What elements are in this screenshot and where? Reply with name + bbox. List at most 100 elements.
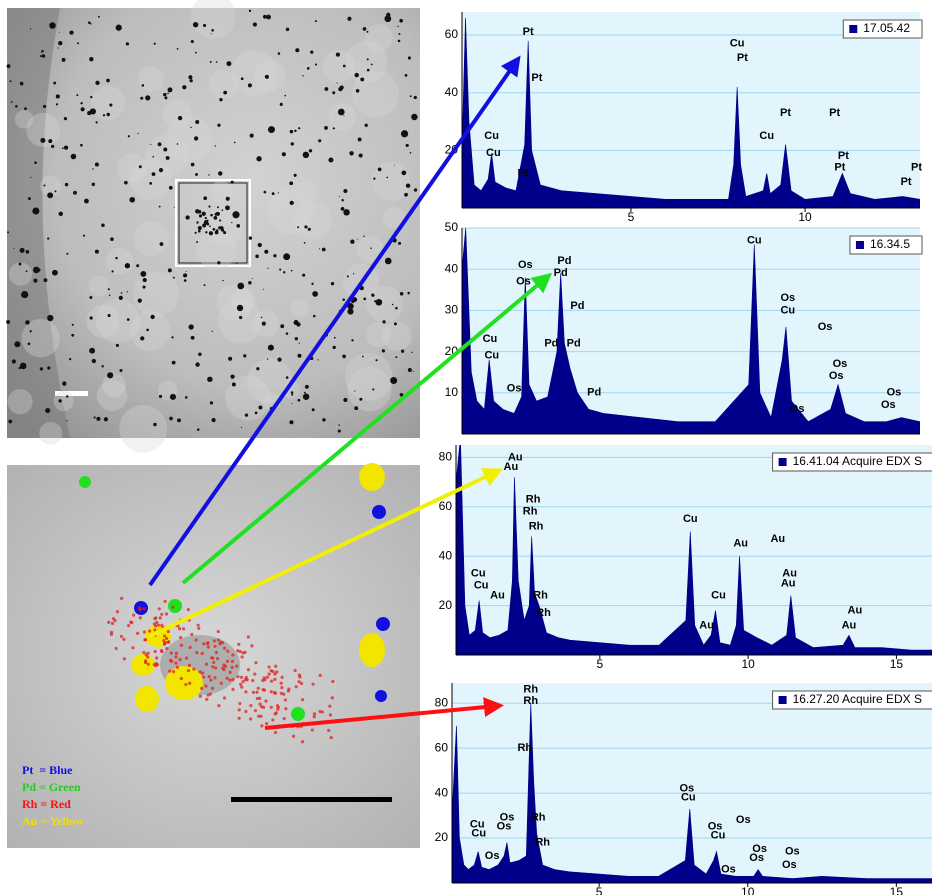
legend-label: 16.27.20 Acquire EDX S <box>793 692 922 706</box>
x-tick-label: 15 <box>890 657 904 671</box>
rh-signal <box>131 646 134 649</box>
particle <box>280 103 283 106</box>
particle <box>159 395 162 398</box>
particle <box>248 83 252 87</box>
particle <box>43 185 45 187</box>
particle <box>44 278 48 282</box>
rh-signal <box>226 660 229 663</box>
particle <box>250 134 254 138</box>
x-tick-label: 15 <box>890 885 904 895</box>
rh-signal <box>160 613 163 616</box>
particle <box>41 50 43 52</box>
peak-label: Os <box>881 399 896 411</box>
rh-signal <box>313 715 316 718</box>
particle <box>153 423 157 427</box>
particle <box>138 133 139 134</box>
particle <box>310 51 313 54</box>
particle <box>302 75 303 76</box>
texture-blob <box>231 50 276 95</box>
particle <box>397 26 398 27</box>
legend-label: 17.05.42 <box>863 21 910 35</box>
particle <box>42 54 46 58</box>
particle <box>109 103 112 106</box>
particle <box>92 183 95 186</box>
particle <box>185 215 189 219</box>
rh-signal <box>179 636 182 639</box>
particle <box>408 56 411 59</box>
particle <box>72 324 74 326</box>
rh-signal <box>270 669 273 672</box>
particle <box>53 82 56 85</box>
rh-signal <box>145 653 148 656</box>
peak-label: Rh <box>517 742 532 754</box>
rh-signal <box>217 638 220 641</box>
particle <box>401 350 404 353</box>
peak-label: Pt <box>531 72 542 84</box>
rh-signal <box>129 621 132 624</box>
particle <box>90 23 92 25</box>
rh-signal <box>159 616 162 619</box>
peak-label: Au <box>781 577 796 589</box>
particle <box>231 222 232 223</box>
particle <box>236 262 238 264</box>
rh-signal <box>198 670 201 673</box>
rh-signal <box>280 692 283 695</box>
rh-signal <box>213 639 216 642</box>
particle <box>20 82 24 86</box>
particle <box>62 58 66 62</box>
rh-signal <box>188 664 191 667</box>
peak-label: Pt <box>829 107 840 119</box>
rh-signal <box>185 656 188 659</box>
particle <box>398 40 401 43</box>
x-tick-label: 5 <box>596 885 603 895</box>
particle <box>350 240 354 244</box>
particle <box>261 317 263 319</box>
particle <box>96 417 100 421</box>
rh-signal <box>136 632 139 635</box>
particle <box>64 117 67 120</box>
legend: 17.05.42 <box>843 20 922 38</box>
figure: Pt = Blue Pd = Green Rh = Red Au = Yello… <box>0 0 932 895</box>
particle <box>398 242 401 245</box>
particle <box>298 399 301 402</box>
particle <box>219 98 222 101</box>
particle <box>278 52 281 55</box>
texture-blob <box>134 220 170 256</box>
particle <box>313 315 316 318</box>
particle <box>360 77 364 81</box>
particle <box>12 359 16 363</box>
particle <box>237 283 244 290</box>
particle <box>211 33 212 34</box>
rh-signal <box>165 647 168 650</box>
particle <box>191 163 195 167</box>
particle <box>319 248 320 249</box>
particle <box>182 85 186 89</box>
rh-signal <box>163 634 166 637</box>
rh-signal <box>204 684 207 687</box>
y-tick-label: 40 <box>439 548 453 562</box>
particle <box>252 278 253 279</box>
particle <box>40 55 42 57</box>
particle <box>376 299 383 306</box>
particle <box>32 208 39 215</box>
rh-signal <box>280 686 283 689</box>
particle <box>158 142 162 146</box>
particle <box>64 145 68 149</box>
rh-signal <box>200 687 203 690</box>
particle <box>231 181 234 184</box>
rh-signal <box>238 717 241 720</box>
particle <box>185 396 188 399</box>
particle <box>195 173 198 176</box>
particle <box>197 428 200 431</box>
rh-signal <box>223 696 226 699</box>
rh-signal <box>127 624 130 627</box>
texture-blob <box>7 389 32 414</box>
rh-signal <box>180 644 183 647</box>
x-tick-label: 10 <box>741 657 755 671</box>
rh-signal <box>189 646 192 649</box>
particle <box>59 32 60 33</box>
particle <box>146 329 149 332</box>
rh-signal <box>216 657 219 660</box>
rh-signal <box>202 642 205 645</box>
particle <box>332 346 335 349</box>
